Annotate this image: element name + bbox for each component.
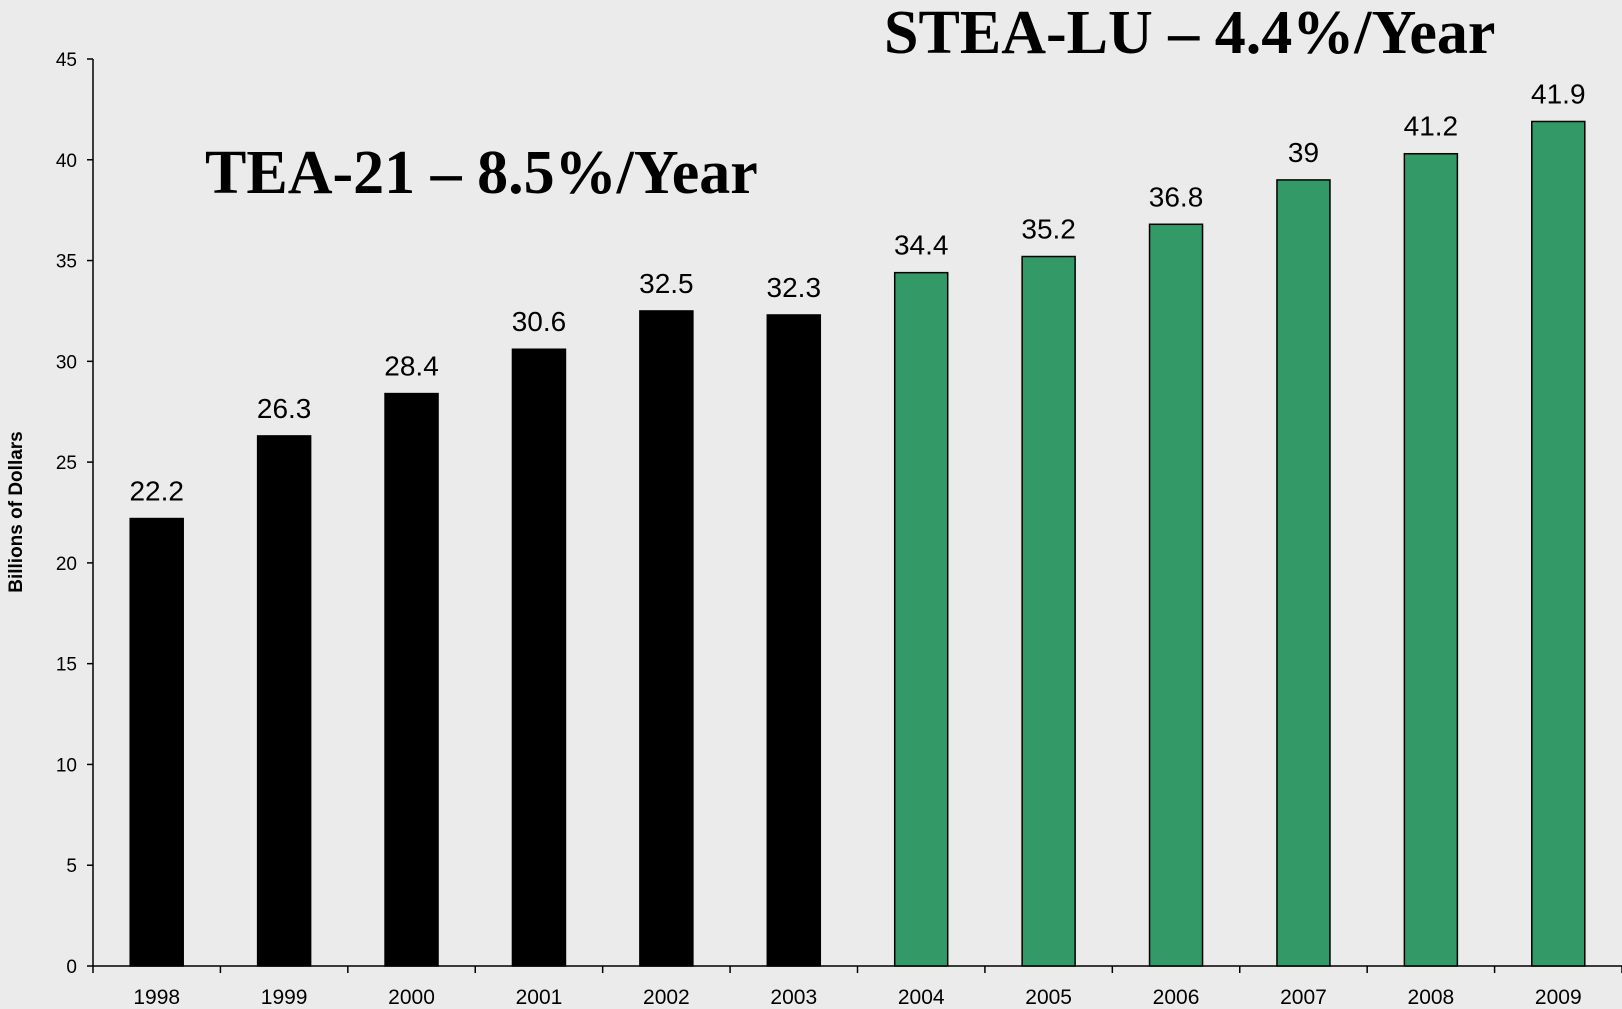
- x-tick-label-2007: 2007: [1280, 986, 1327, 1009]
- y-tick-label: 10: [56, 755, 77, 776]
- bar-2003: [766, 314, 822, 967]
- data-label-1999: 26.3: [257, 393, 312, 424]
- x-tick-label-2005: 2005: [1025, 986, 1072, 1009]
- tea21-annotation: TEA-21 – 8.5%/Year: [205, 139, 758, 207]
- x-tick-label-2008: 2008: [1408, 986, 1455, 1009]
- bar-2002: [639, 310, 694, 967]
- bar-2007: [1276, 179, 1331, 967]
- data-label-2006: 36.8: [1149, 181, 1204, 212]
- data-label-2004: 34.4: [894, 230, 949, 261]
- data-label-2000: 28.4: [384, 351, 439, 382]
- y-tick-label: 30: [56, 352, 77, 373]
- x-tick-label-1998: 1998: [133, 986, 180, 1009]
- y-tick-label: 5: [66, 856, 77, 877]
- y-tick-label: 35: [56, 252, 77, 273]
- axes: 0 5 10 15 20 25 30 35 40 45 1998 1999 2000 2001 2002 20…: [56, 50, 1622, 1009]
- bar-1999: [256, 435, 312, 967]
- bar-2004: [893, 271, 949, 967]
- data-label-2001: 30.6: [512, 306, 567, 337]
- y-axis-label: Billions of Dollars: [6, 431, 27, 593]
- bar-2001: [511, 348, 567, 967]
- bars: [129, 120, 1586, 967]
- data-labels: 22.2 26.3 28.4 30.6 32.5 32.3 34.4 35.2 36.8 39 41…: [129, 78, 1585, 506]
- y-tick-label: 20: [56, 554, 77, 575]
- data-label-2007: 39: [1288, 137, 1319, 168]
- x-tick-label-2002: 2002: [643, 986, 690, 1009]
- data-label-2008: 41.2: [1404, 111, 1459, 142]
- data-label-2003: 32.3: [767, 272, 822, 303]
- x-tick-label-2001: 2001: [516, 986, 563, 1009]
- bar-2005: [1021, 255, 1076, 967]
- bar-2009: [1531, 120, 1586, 967]
- y-tick-label: 25: [56, 453, 77, 474]
- y-tick-label: 45: [56, 50, 77, 71]
- x-tick-label-2006: 2006: [1153, 986, 1200, 1009]
- x-tick-label-1999: 1999: [261, 986, 308, 1009]
- x-tick-label-2009: 2009: [1535, 986, 1582, 1009]
- y-tick-label: 15: [56, 655, 77, 676]
- y-tick-label: 40: [56, 151, 77, 172]
- bar-2008: [1403, 152, 1459, 967]
- bar-2006: [1148, 223, 1204, 967]
- data-label-1998: 22.2: [129, 476, 184, 507]
- x-tick-label-2003: 2003: [770, 986, 817, 1009]
- bar-2000: [384, 392, 439, 967]
- x-tick-label-2000: 2000: [388, 986, 435, 1009]
- bar-1998: [129, 517, 184, 967]
- data-label-2009: 41.9: [1531, 78, 1586, 109]
- y-tick-label: 0: [66, 957, 77, 978]
- data-label-2005: 35.2: [1021, 214, 1076, 245]
- data-label-2002: 32.5: [639, 268, 694, 299]
- x-tick-label-2004: 2004: [898, 986, 945, 1009]
- stealu-annotation: STEA-LU – 4.4%/Year: [884, 0, 1495, 67]
